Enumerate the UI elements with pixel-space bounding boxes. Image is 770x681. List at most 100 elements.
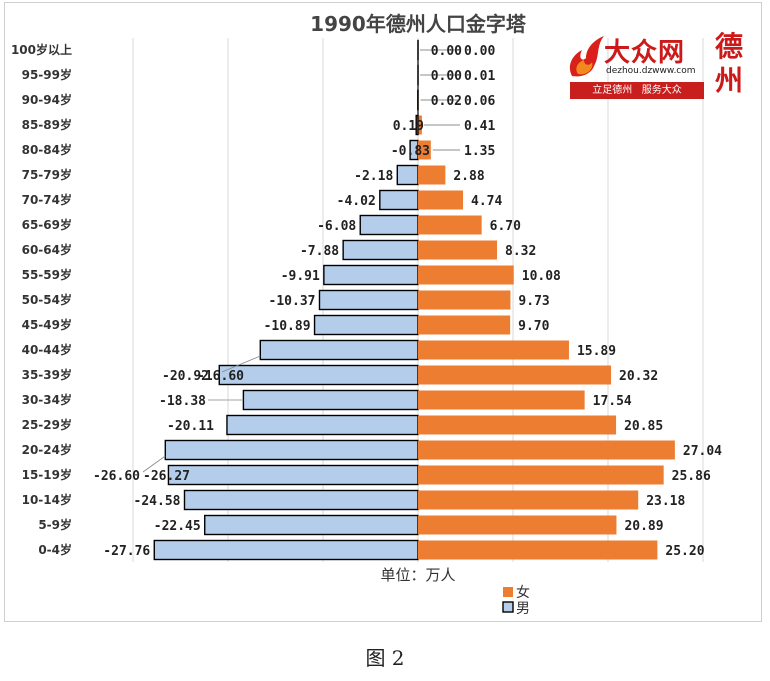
- x-axis-unit-label: 单位：万人: [380, 566, 455, 584]
- female-value-label: 2.88: [453, 169, 484, 184]
- male-value-label: -22.45: [154, 519, 201, 534]
- age-label: 5-9岁: [38, 517, 72, 532]
- legend-male-label: 男: [516, 601, 530, 617]
- leader-line: [142, 455, 166, 473]
- age-label: 60-64岁: [22, 242, 72, 257]
- female-value-label: 27.04: [683, 444, 722, 459]
- legend-female-swatch: [503, 587, 513, 597]
- female-value-label: 10.08: [522, 269, 561, 284]
- male-value-label: -26.27: [143, 469, 190, 484]
- population-pyramid-chart: 1990年德州人口金字塔 -27.76 25.20 -22.45 20.89 -24.5…: [11, 12, 722, 617]
- male-bar: [313, 314, 419, 336]
- male-value-label: -26.60: [93, 469, 140, 484]
- male-value-label: -6.08: [317, 219, 356, 234]
- female-bar: [418, 240, 498, 260]
- age-label: 15-19岁: [22, 467, 72, 482]
- female-value-label: 17.54: [593, 394, 632, 409]
- logo-slogan: 立足德州 服务大众: [570, 82, 704, 99]
- legend-male-swatch: [502, 601, 514, 613]
- female-value-label: 15.89: [577, 344, 616, 359]
- age-label: 70-74岁: [22, 192, 72, 207]
- male-value-label: -7.88: [300, 244, 339, 259]
- male-value-label: -2.18: [354, 169, 393, 184]
- male-value-label: -24.58: [134, 494, 181, 509]
- data-labels: -27.76 25.20 -22.45 20.89 -24.58 23.18 -26.27 2…: [93, 44, 722, 559]
- age-label: 95-99岁: [22, 67, 72, 82]
- age-label: 0-4岁: [38, 542, 72, 557]
- age-label: 85-89岁: [22, 117, 72, 132]
- legend: 女 男: [502, 584, 530, 617]
- age-label: 50-54岁: [22, 292, 72, 307]
- age-label: 80-84岁: [22, 142, 72, 157]
- age-label: 55-59岁: [22, 267, 72, 282]
- female-value-label: 8.32: [505, 244, 536, 259]
- female-value-label: 9.70: [518, 319, 549, 334]
- male-bar: [218, 364, 419, 386]
- leader-line: [221, 355, 261, 373]
- female-bar: [418, 190, 464, 210]
- female-value-label: 0.06: [464, 94, 495, 109]
- female-value-label: 6.70: [490, 219, 521, 234]
- female-value-label: 4.74: [471, 194, 502, 209]
- male-value-label: 0.00: [431, 44, 462, 59]
- female-value-label: 0.01: [464, 69, 495, 84]
- female-bar: [418, 315, 511, 335]
- age-label: 100岁以上: [11, 42, 72, 57]
- age-axis-labels: 0-4岁 5-9岁 10-14岁 15-19岁 20-24岁 25-29岁 30-34岁 35…: [11, 42, 72, 557]
- female-bar: [418, 515, 617, 535]
- age-label: 40-44岁: [22, 342, 72, 357]
- male-bar: [323, 264, 419, 286]
- male-bar: [396, 164, 419, 186]
- male-value-label: -16.60: [197, 369, 244, 384]
- female-bar: [418, 215, 482, 235]
- age-label: 25-29岁: [22, 417, 72, 432]
- female-value-label: 0.00: [464, 44, 495, 59]
- male-value-label: 0.02: [431, 94, 462, 109]
- chart-title: 1990年德州人口金字塔: [310, 12, 527, 36]
- female-bar: [418, 490, 639, 510]
- male-value-label: -20.11: [167, 419, 214, 434]
- male-bar: [204, 514, 419, 536]
- female-bar: [418, 340, 569, 360]
- male-bar: [359, 214, 419, 236]
- age-label: 90-94岁: [22, 92, 72, 107]
- logo-url-text: dezhou.dzwww.com: [606, 66, 696, 76]
- female-bar: [418, 165, 446, 185]
- male-value-label: 0.00: [431, 69, 462, 84]
- male-bar: [226, 414, 419, 436]
- female-bar: [418, 440, 675, 460]
- age-label: 10-14岁: [22, 492, 72, 507]
- male-value-label: -18.38: [159, 394, 206, 409]
- male-bar: [242, 389, 419, 411]
- male-value-label: -27.76: [103, 544, 150, 559]
- male-bar: [379, 189, 419, 211]
- age-label: 30-34岁: [22, 392, 72, 407]
- female-bar: [418, 390, 585, 410]
- female-value-label: 9.73: [518, 294, 549, 309]
- logo-city-text: 德州: [714, 30, 743, 97]
- male-value-label: -10.89: [264, 319, 311, 334]
- dzwww-logo: 大众网 dezhou.dzwww.com 立足德州 服务大众 德州: [564, 28, 752, 106]
- age-label: 45-49岁: [22, 317, 72, 332]
- male-bar: [183, 489, 419, 511]
- female-bar: [418, 540, 658, 560]
- female-value-label: 20.85: [624, 419, 663, 434]
- male-value-label: -4.02: [337, 194, 376, 209]
- age-label: 65-69岁: [22, 217, 72, 232]
- logo-brand-text: 大众网: [604, 38, 686, 68]
- legend-female-label: 女: [516, 584, 530, 601]
- female-bar: [418, 465, 664, 485]
- age-label: 35-39岁: [22, 367, 72, 382]
- male-value-label: -0.83: [391, 144, 430, 159]
- female-value-label: 25.86: [672, 469, 711, 484]
- female-value-label: 20.89: [624, 519, 663, 534]
- male-value-label: -9.91: [281, 269, 320, 284]
- leader-lines: [142, 49, 460, 473]
- female-bar: [418, 365, 612, 385]
- male-bar: [164, 439, 419, 461]
- flame-emblem-icon: [569, 36, 604, 77]
- female-value-label: 1.35: [464, 144, 495, 159]
- female-bar: [418, 415, 617, 435]
- female-bar: [418, 140, 431, 160]
- male-bar: [259, 339, 419, 361]
